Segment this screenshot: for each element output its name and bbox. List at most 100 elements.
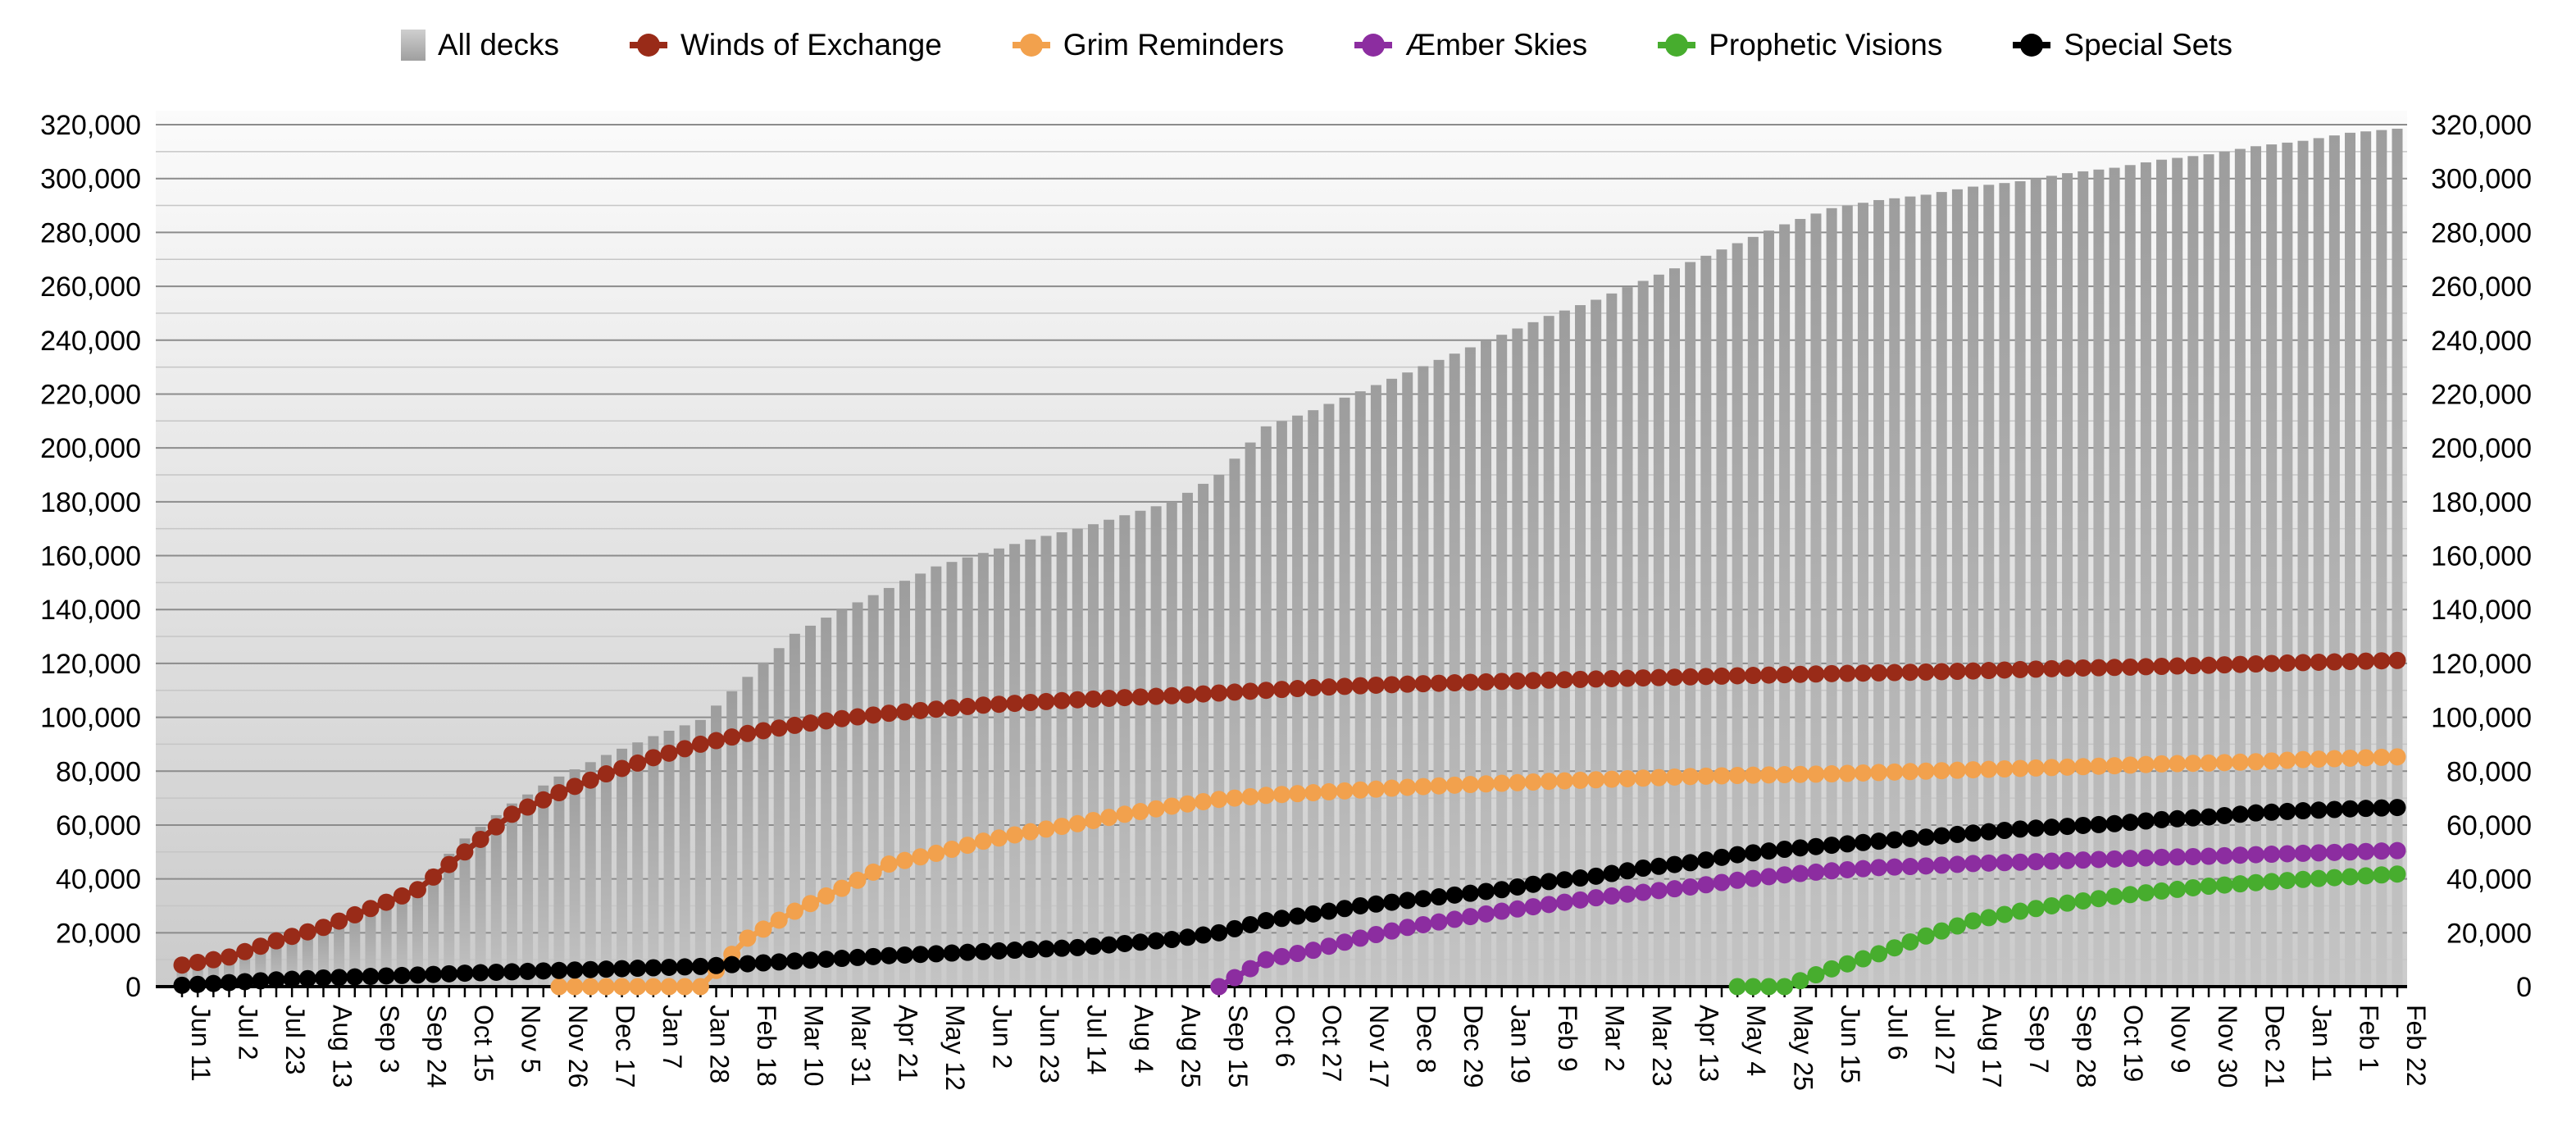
x-tick-label: Sep 15 bbox=[1223, 1005, 1253, 1088]
special-sets-point bbox=[2388, 799, 2406, 817]
grim-reminders-point bbox=[1037, 820, 1055, 838]
special-sets-point bbox=[990, 942, 1008, 960]
grim-reminders-point bbox=[864, 863, 882, 881]
-mber-skies-point bbox=[2011, 853, 2029, 871]
special-sets-point bbox=[535, 962, 553, 980]
all-decks-bar bbox=[1873, 199, 1885, 987]
winds-of-exchange-point bbox=[1917, 663, 1935, 681]
special-sets-point bbox=[1618, 862, 1636, 880]
prophetic-visions-point bbox=[1996, 905, 2014, 923]
all-decks-bar bbox=[1700, 255, 1712, 987]
grim-reminders-point bbox=[1367, 780, 1385, 798]
y-tick-label-left: 60,000 bbox=[56, 810, 141, 841]
-mber-skies-point bbox=[1555, 893, 1573, 911]
grim-reminders-point bbox=[1461, 776, 1479, 794]
x-tick-label: Jul 2 bbox=[233, 1005, 262, 1060]
-mber-skies-point bbox=[1461, 908, 1479, 926]
grim-reminders-point bbox=[1147, 800, 1165, 818]
grim-reminders-point bbox=[1996, 760, 2014, 778]
prophetic-visions-point bbox=[1823, 960, 1841, 978]
winds-of-exchange-point bbox=[2105, 659, 2123, 677]
grim-reminders-point bbox=[2342, 749, 2360, 767]
special-sets-point bbox=[1430, 888, 1448, 906]
all-decks-bar bbox=[1104, 519, 1115, 987]
grim-reminders-point bbox=[1226, 789, 1244, 807]
winds-of-exchange-point bbox=[1383, 676, 1401, 694]
winds-of-exchange-point bbox=[864, 706, 882, 724]
winds-of-exchange-point bbox=[2373, 652, 2391, 670]
grim-reminders-point bbox=[1178, 795, 1196, 813]
winds-of-exchange-point bbox=[1461, 673, 1479, 691]
grim-reminders-point bbox=[1759, 766, 1777, 784]
all-decks-bar bbox=[1685, 262, 1696, 987]
all-decks-bar bbox=[946, 562, 958, 987]
grim-reminders-point bbox=[1776, 766, 1794, 784]
winds-of-exchange-point bbox=[990, 695, 1008, 714]
winds-of-exchange-point bbox=[1351, 677, 1369, 695]
special-sets-point bbox=[1555, 871, 1573, 889]
all-decks-bar bbox=[931, 566, 942, 987]
grim-reminders-point bbox=[896, 851, 914, 869]
x-tick-label: Nov 30 bbox=[2213, 1005, 2242, 1088]
grim-reminders-point bbox=[1572, 771, 1590, 789]
all-decks-bar bbox=[459, 838, 471, 987]
-mber-skies-point bbox=[1320, 937, 1338, 955]
x-tick-label: Mar 10 bbox=[799, 1005, 828, 1087]
winds-of-exchange-point bbox=[2153, 657, 2171, 675]
grim-reminders-point bbox=[849, 871, 867, 889]
special-sets-point bbox=[1226, 919, 1244, 937]
legend-item-grim-reminders: Grim Reminders bbox=[1012, 28, 1284, 62]
special-sets-point bbox=[660, 958, 678, 976]
x-tick-label: Oct 19 bbox=[2119, 1005, 2148, 1082]
grim-reminders-point bbox=[2121, 756, 2139, 774]
prophetic-visions-point bbox=[2153, 882, 2171, 900]
-mber-skies-marker-icon bbox=[1354, 34, 1393, 57]
winds-of-exchange-point bbox=[1399, 675, 1417, 693]
grim-reminders-point bbox=[2215, 754, 2233, 772]
-mber-skies-point bbox=[1572, 891, 1590, 909]
grim-reminders-point bbox=[2059, 758, 2077, 776]
all-decks-bar bbox=[1464, 347, 1476, 987]
special-sets-point bbox=[189, 975, 207, 993]
special-sets-point bbox=[456, 964, 474, 983]
winds-of-exchange-point bbox=[1838, 664, 1856, 682]
x-tick-label: Apr 13 bbox=[1695, 1005, 1724, 1082]
prophetic-visions-point bbox=[2325, 869, 2343, 887]
all-decks-bar bbox=[1575, 305, 1586, 987]
all-decks-bar bbox=[490, 814, 502, 987]
prophetic-visions-point bbox=[2215, 876, 2233, 894]
special-sets-point bbox=[2247, 804, 2265, 822]
all-decks-bar bbox=[2297, 140, 2309, 987]
all-decks-bar bbox=[648, 736, 659, 987]
prophetic-visions-point bbox=[2200, 877, 2218, 895]
all-decks-bar bbox=[2172, 157, 2183, 987]
prophetic-visions-point bbox=[2388, 865, 2406, 883]
grim-reminders-point bbox=[1713, 767, 1731, 785]
all-decks-bar bbox=[1245, 442, 1256, 987]
-mber-skies-point bbox=[1618, 885, 1636, 903]
winds-of-exchange-point bbox=[896, 703, 914, 721]
grim-reminders-point bbox=[1100, 809, 1118, 827]
-mber-skies-point bbox=[1870, 859, 1888, 877]
all-decks-bar bbox=[1009, 544, 1021, 987]
y-tick-label-left: 20,000 bbox=[56, 918, 141, 949]
winds-of-exchange-point bbox=[1854, 664, 1872, 682]
winds-of-exchange-point bbox=[880, 705, 898, 723]
y-tick-label-left: 120,000 bbox=[40, 649, 141, 680]
grim-reminders-point bbox=[927, 844, 945, 862]
-mber-skies-point bbox=[1493, 902, 1511, 920]
winds-of-exchange-point bbox=[283, 928, 301, 946]
special-sets-point bbox=[1759, 842, 1777, 860]
winds-of-exchange-point bbox=[1587, 670, 1605, 688]
x-tick-label: Aug 4 bbox=[1129, 1005, 1158, 1074]
prophetic-visions-point bbox=[1964, 912, 1982, 930]
all-decks-bar bbox=[2376, 130, 2387, 987]
all-decks-bar bbox=[2328, 135, 2340, 987]
all-decks-bar bbox=[1668, 268, 1680, 987]
special-sets-point bbox=[1524, 875, 1542, 893]
-mber-skies-point bbox=[2121, 850, 2139, 868]
special-sets-point bbox=[425, 965, 443, 983]
grim-reminders-point bbox=[2294, 750, 2312, 768]
